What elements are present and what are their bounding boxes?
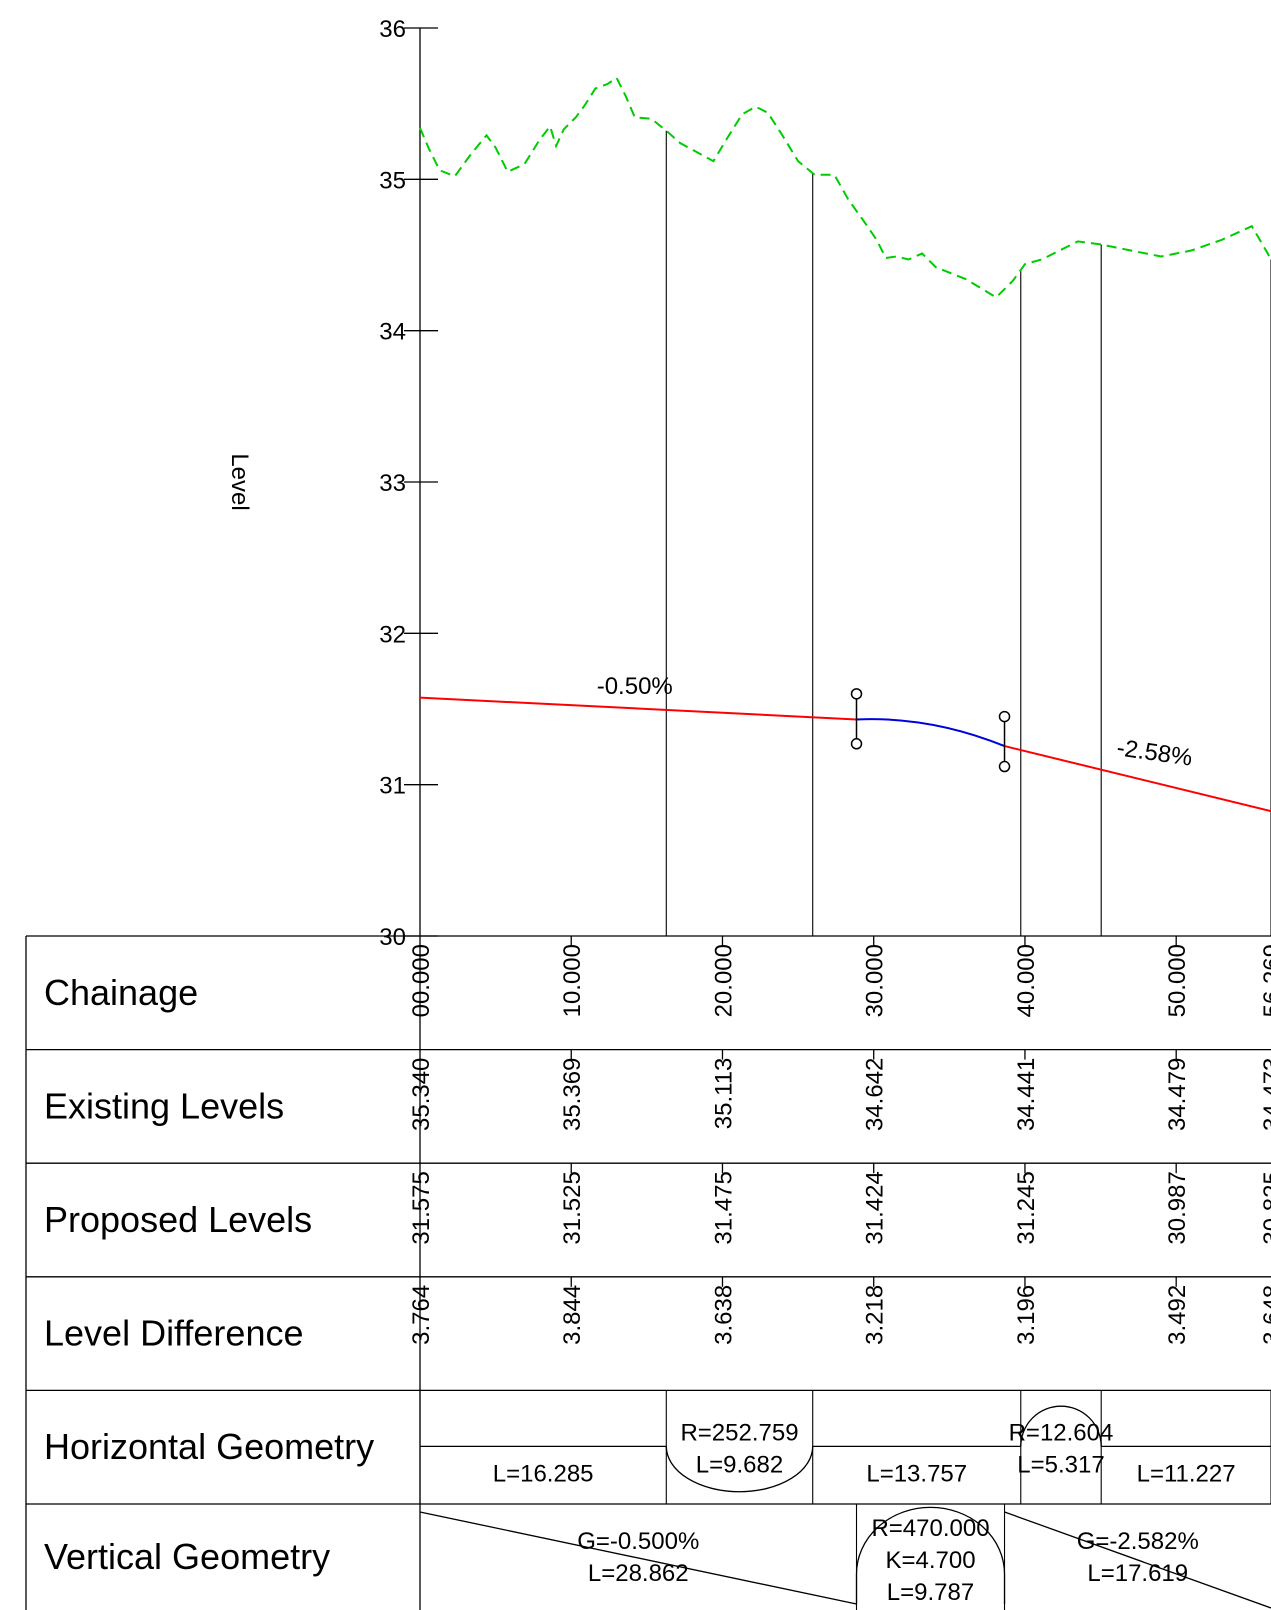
vgeom-label: L=28.862 bbox=[588, 1560, 689, 1587]
y-tick-label: 36 bbox=[379, 16, 406, 43]
y-tick-label: 30 bbox=[379, 924, 406, 951]
row-label: Existing Levels bbox=[44, 1085, 284, 1126]
vgeom-label: G=-0.500% bbox=[577, 1528, 699, 1555]
table-value: 35.113 bbox=[710, 1058, 737, 1130]
y-tick-label: 31 bbox=[379, 773, 406, 800]
y-tick-label: 34 bbox=[379, 319, 406, 346]
table-value: 35.369 bbox=[559, 1058, 586, 1131]
y-tick-label: 32 bbox=[379, 621, 406, 648]
existing-ground-line bbox=[419, 76, 1271, 299]
vgeom-label: L=9.787 bbox=[887, 1579, 974, 1606]
table-value: 31.525 bbox=[559, 1171, 586, 1244]
vgeom-label: G=-2.582% bbox=[1077, 1528, 1199, 1555]
table-value: 31.475 bbox=[710, 1171, 737, 1244]
hgeom-curve bbox=[665, 1446, 814, 1493]
table-value: 3.844 bbox=[559, 1285, 586, 1345]
hgeom-label: R=252.759 bbox=[680, 1419, 798, 1446]
vip-marker-top bbox=[850, 688, 863, 700]
table-value: 34.473 bbox=[1259, 1058, 1271, 1131]
proposed-grade-1 bbox=[419, 696, 857, 721]
table-value: 56.269 bbox=[1259, 944, 1271, 1017]
table-value: 34.441 bbox=[1013, 1058, 1040, 1131]
table-value: 34.642 bbox=[862, 1058, 889, 1131]
vip-marker-top bbox=[998, 710, 1011, 723]
y-axis-label: Level bbox=[226, 453, 253, 510]
hgeom-label: R=12.604 bbox=[1009, 1419, 1114, 1446]
row-label: Level Difference bbox=[44, 1313, 304, 1354]
vgeom-label: R=470.000 bbox=[871, 1515, 989, 1542]
table-value: 31.245 bbox=[1013, 1171, 1040, 1244]
row-label: Horizontal Geometry bbox=[44, 1426, 374, 1467]
vip-marker-bottom bbox=[850, 738, 863, 750]
table-value: 30.825 bbox=[1259, 1171, 1271, 1244]
y-tick-label: 35 bbox=[379, 167, 406, 194]
vgeom-label: L=17.619 bbox=[1087, 1560, 1188, 1587]
table-value: 3.764 bbox=[408, 1285, 435, 1345]
hgeom-label: L=16.285 bbox=[493, 1460, 594, 1487]
row-label: Chainage bbox=[44, 972, 198, 1013]
table-value: 3.196 bbox=[1013, 1285, 1040, 1345]
table-value: 31.575 bbox=[408, 1171, 435, 1244]
proposed-grade-2 bbox=[1004, 745, 1271, 813]
table-value: 40.000 bbox=[1013, 944, 1040, 1017]
table-value: 3.492 bbox=[1164, 1285, 1191, 1345]
table-value: 3.638 bbox=[710, 1285, 737, 1345]
vertical-curve bbox=[856, 718, 1005, 748]
table-value: 10.000 bbox=[559, 944, 586, 1017]
table-value: 20.000 bbox=[710, 944, 737, 1017]
hgeom-curve bbox=[1020, 1405, 1102, 1447]
vip-marker-bottom bbox=[998, 760, 1011, 773]
row-label: Proposed Levels bbox=[44, 1199, 312, 1240]
table-value: 50.000 bbox=[1164, 944, 1191, 1017]
table-value: 30.987 bbox=[1164, 1171, 1191, 1244]
hgeom-label: L=13.757 bbox=[866, 1460, 967, 1487]
table-value: 31.424 bbox=[862, 1171, 889, 1244]
table-value: 34.479 bbox=[1164, 1058, 1191, 1131]
vgeom-curve bbox=[855, 1506, 1006, 1604]
plot-area: 30 31 32 33 34 35 36 -0.50% -2.58% bbox=[379, 16, 1271, 1610]
hgeom-label: L=5.317 bbox=[1017, 1451, 1104, 1478]
vgeom-grade bbox=[1004, 1511, 1271, 1609]
grade-label: -2.58% bbox=[1115, 734, 1194, 771]
vgeom-label: K=4.700 bbox=[885, 1547, 975, 1574]
grade-label: -0.50% bbox=[597, 673, 673, 700]
hgeom-label: L=11.227 bbox=[1137, 1460, 1236, 1487]
data-table: Chainage Existing Levels Proposed Levels Le… bbox=[25, 935, 1271, 1610]
table-value: 35.340 bbox=[408, 1058, 435, 1131]
y-tick-label: 33 bbox=[379, 470, 406, 497]
table-value: 30.000 bbox=[862, 944, 889, 1017]
table-value: 3.218 bbox=[862, 1285, 889, 1345]
table-value: 00.000 bbox=[408, 944, 435, 1017]
row-label: Vertical Geometry bbox=[44, 1536, 330, 1577]
table-value: 3.648 bbox=[1259, 1285, 1271, 1345]
vgeom-grade bbox=[419, 1511, 857, 1605]
hgeom-label: L=9.682 bbox=[696, 1451, 783, 1478]
